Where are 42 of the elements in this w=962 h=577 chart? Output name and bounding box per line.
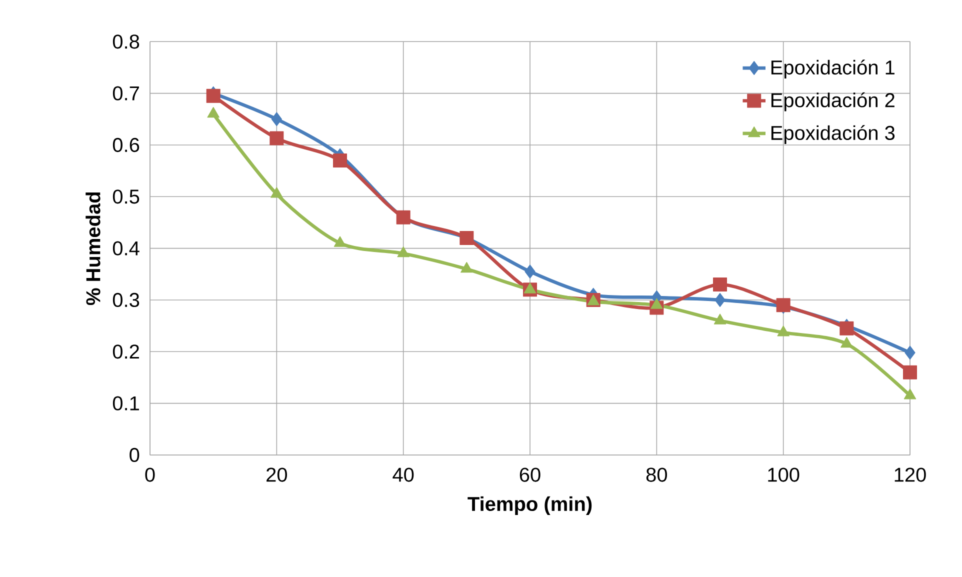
point	[714, 292, 726, 307]
y-tick-label: 0.7	[112, 86, 139, 100]
y-tick-label: 0.6	[112, 138, 140, 152]
x-tick-label: 80	[646, 468, 667, 482]
point	[903, 365, 918, 380]
point	[840, 321, 854, 336]
y-tick-label: 0	[130, 448, 140, 462]
legend-label: Epoxidación 2	[771, 92, 894, 112]
x-axis-title: Tiempo (min)	[468, 496, 592, 515]
legend-label: Epoxidación 3	[771, 125, 895, 144]
x-tick-label: 40	[392, 468, 414, 482]
x-tick-label: 60	[520, 468, 540, 482]
point	[333, 153, 348, 168]
y-tick-label: 0.2	[112, 344, 139, 359]
point	[524, 264, 536, 279]
x-tick-label: 120	[894, 468, 926, 482]
x-tick-label: 0	[145, 468, 155, 482]
legend-label: Epoxidación 1	[771, 60, 894, 79]
y-tick-label: 0.1	[112, 396, 139, 410]
y-tick-label: 0.4	[112, 241, 140, 256]
point	[271, 112, 282, 126]
point	[650, 298, 663, 309]
point	[840, 336, 853, 348]
y-tick-label: 0.5	[112, 190, 140, 204]
point	[206, 88, 220, 103]
y-tick-label: 0.3	[112, 292, 140, 308]
point	[397, 246, 410, 258]
point	[334, 236, 346, 247]
x-tick-label: 100	[768, 468, 800, 482]
point	[270, 187, 283, 198]
point	[270, 131, 284, 146]
point	[714, 314, 726, 324]
x-tick-label: 20	[266, 468, 288, 482]
point	[207, 106, 220, 118]
y-tick-label: 0.8	[112, 34, 140, 49]
point	[524, 282, 536, 294]
point	[904, 388, 916, 400]
point	[904, 346, 916, 360]
point	[777, 326, 790, 336]
point	[713, 277, 728, 292]
y-axis-title: % Humedad	[86, 192, 100, 306]
point	[460, 262, 473, 273]
